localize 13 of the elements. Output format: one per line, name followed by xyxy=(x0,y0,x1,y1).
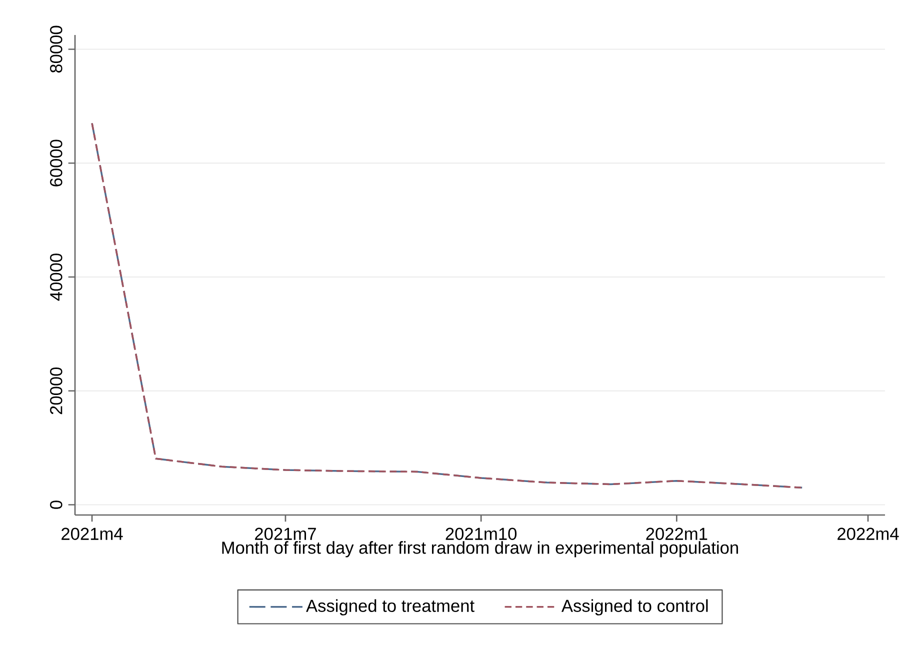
y-tick-label: 0 xyxy=(50,500,62,509)
x-tick-label: 2022m4 xyxy=(838,528,899,540)
y-tick-label: 80000 xyxy=(50,26,62,73)
x-axis-title: Month of first day after first random draw in experimental population xyxy=(222,541,738,558)
x-tick-label: 2022m1 xyxy=(646,528,708,540)
legend-label: Assigned to treatment xyxy=(306,599,474,616)
x-tick-label: 2021m7 xyxy=(255,528,316,540)
x-tick-label: 2021m4 xyxy=(62,528,123,540)
y-tick-label: 40000 xyxy=(50,254,62,301)
y-tick-label: 60000 xyxy=(50,140,62,186)
x-tick-label: 2021m10 xyxy=(446,528,517,540)
y-tick-label: 20000 xyxy=(50,367,62,414)
legend-label: Assigned to control xyxy=(561,599,708,616)
